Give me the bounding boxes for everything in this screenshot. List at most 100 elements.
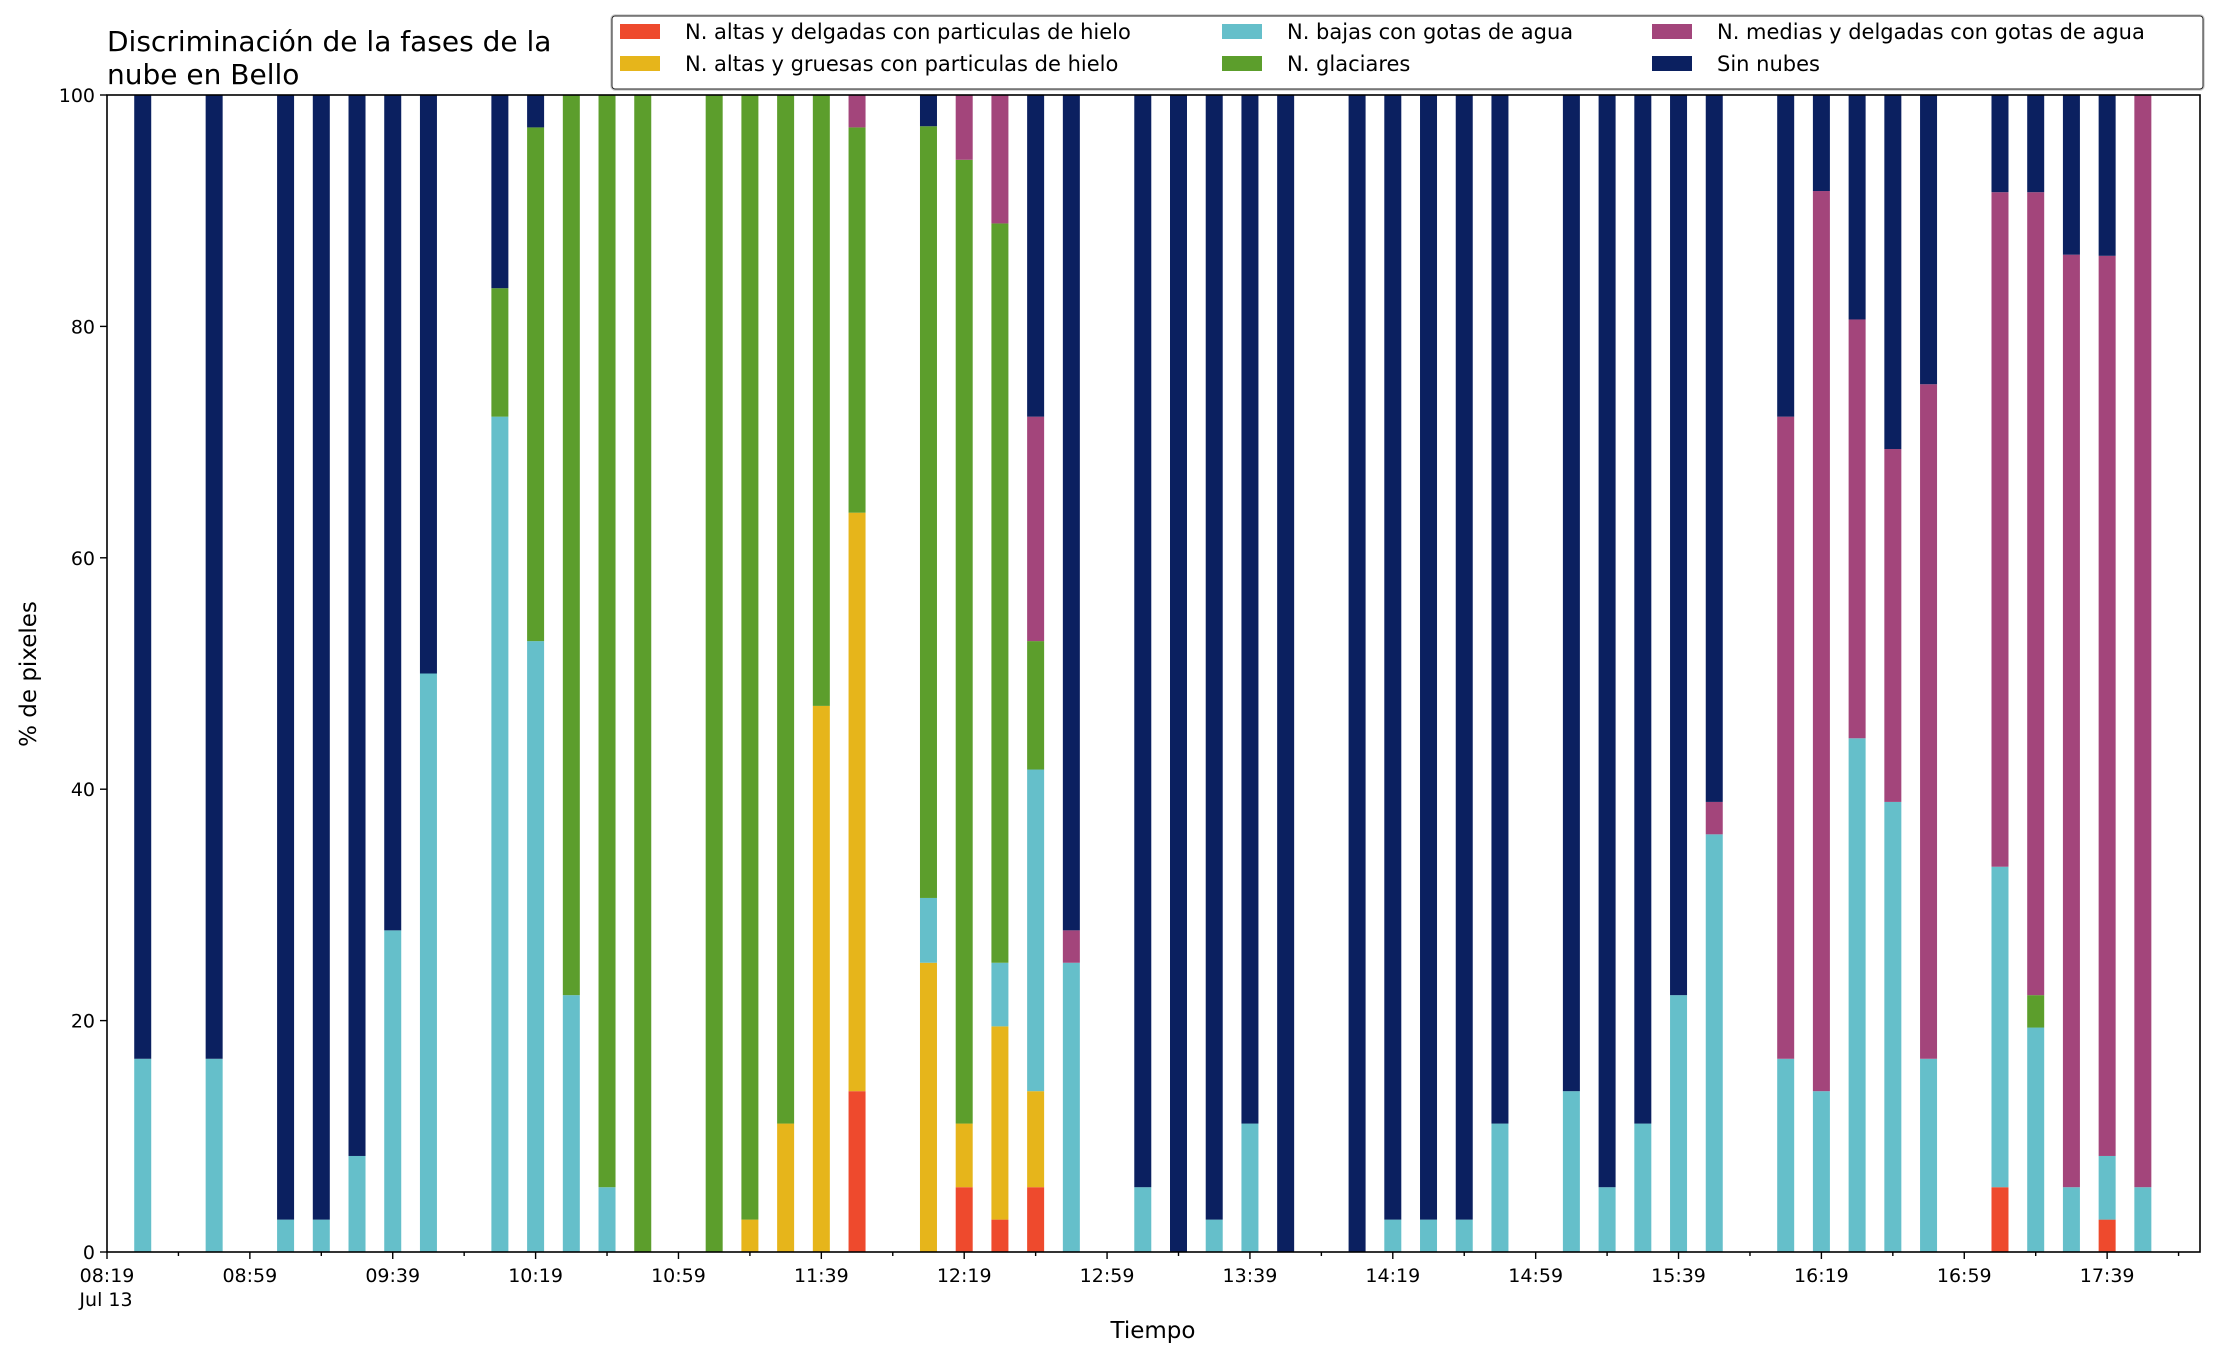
bar-39-no_clouds <box>1848 95 1866 320</box>
y-tick-label-40: 40 <box>71 779 95 801</box>
bar-16-high_thick_ice <box>848 512 866 1092</box>
bar-17-low_water <box>919 897 937 963</box>
bar-36-no_clouds <box>1705 95 1723 802</box>
bar-29-no_clouds <box>1420 95 1438 1220</box>
bar-44-no_clouds <box>2062 95 2080 255</box>
x-tick-label-2: 09:39 <box>365 1265 420 1287</box>
bar-19-glaciers <box>991 223 1009 963</box>
bar-45-no_clouds <box>2098 95 2116 256</box>
bar-6-no_clouds <box>419 95 437 674</box>
x-date-label: Jul 13 <box>78 1289 132 1311</box>
x-tick-label-0: 08:19 <box>80 1265 135 1287</box>
bar-4-no_clouds <box>348 95 366 1156</box>
bar-41-no_clouds <box>1920 95 1938 385</box>
bar-36-mid_thin_water <box>1705 801 1723 835</box>
bar-8-glaciers <box>527 127 545 642</box>
bar-43-no_clouds <box>2027 95 2045 193</box>
x-tick-label-3: 10:19 <box>508 1265 563 1287</box>
bar-9-low_water <box>562 995 580 1252</box>
bars-layer <box>134 95 2152 1252</box>
x-tick-label-14: 17:39 <box>2080 1265 2135 1287</box>
x-tick-label-13: 16:59 <box>1937 1265 1992 1287</box>
bar-10-glaciers <box>598 95 616 1188</box>
x-axis-label: Tiempo <box>1110 1318 1196 1344</box>
plot-frame <box>106 94 2201 1253</box>
bar-26-no_clouds <box>1277 95 1295 1252</box>
bar-32-no_clouds <box>1562 95 1580 1092</box>
bar-29-low_water <box>1420 1219 1438 1252</box>
bar-15-high_thick_ice <box>812 705 830 1252</box>
bar-14-high_thick_ice <box>777 1123 795 1252</box>
bar-19-high_thick_ice <box>991 1026 1009 1220</box>
bar-21-no_clouds <box>1062 95 1080 931</box>
legend-label-glaciers: N. glaciares <box>1287 52 1410 76</box>
x-tick-label-10: 14:59 <box>1508 1265 1563 1287</box>
bar-30-no_clouds <box>1455 95 1473 1220</box>
x-tick-label-11: 15:39 <box>1651 1265 1706 1287</box>
bar-43-low_water <box>2027 1027 2045 1252</box>
bar-12-glaciers <box>705 95 723 1252</box>
bar-46-low_water <box>2134 1187 2152 1252</box>
bar-43-glaciers <box>2027 995 2045 1028</box>
x-tick-label-5: 11:39 <box>794 1265 849 1287</box>
bar-42-low_water <box>1991 866 2009 1188</box>
bar-35-no_clouds <box>1670 95 1688 996</box>
legend-swatch-mid_thin_water <box>1652 24 1692 39</box>
bar-20-glaciers <box>1027 641 1045 770</box>
bar-39-mid_thin_water <box>1848 319 1866 739</box>
bar-16-glaciers <box>848 127 866 513</box>
bar-46-mid_thin_water <box>2134 95 2152 1188</box>
bar-18-high_thin_ice <box>955 1187 973 1252</box>
bar-44-low_water <box>2062 1187 2080 1252</box>
bar-5-low_water <box>384 930 402 1252</box>
bar-16-high_thin_ice <box>848 1091 866 1252</box>
bar-42-mid_thin_water <box>1991 192 2009 867</box>
y-axis: 0 20 40 60 80 100 <box>59 85 107 1264</box>
bar-45-high_thin_ice <box>2098 1219 2116 1252</box>
bar-7-low_water <box>491 416 509 1252</box>
bar-21-low_water <box>1062 962 1080 1252</box>
bar-17-high_thick_ice <box>919 962 937 1252</box>
bar-18-glaciers <box>955 159 973 1124</box>
legend: N. altas y delgadas con particulas de hi… <box>610 14 2205 91</box>
bar-37-low_water <box>1777 1058 1795 1252</box>
bar-14-glaciers <box>777 95 795 1124</box>
bar-40-mid_thin_water <box>1884 449 1902 802</box>
bar-37-mid_thin_water <box>1777 416 1795 1059</box>
bar-13-high_thick_ice <box>741 1219 759 1252</box>
bar-45-low_water <box>2098 1155 2116 1220</box>
y-tick-label-0: 0 <box>83 1242 95 1264</box>
bar-35-low_water <box>1670 995 1688 1252</box>
bar-39-low_water <box>1848 738 1866 1252</box>
bar-32-low_water <box>1562 1091 1580 1252</box>
bar-21-mid_thin_water <box>1062 930 1080 963</box>
bar-38-no_clouds <box>1812 95 1830 192</box>
bar-22-low_water <box>1134 1187 1152 1252</box>
x-tick-label-9: 14:19 <box>1365 1265 1420 1287</box>
bar-43-mid_thin_water <box>2027 192 2045 996</box>
y-tick-label-60: 60 <box>71 548 95 570</box>
bar-0-low_water <box>134 1058 152 1252</box>
bar-18-high_thick_ice <box>955 1123 973 1188</box>
bar-17-glaciers <box>919 126 937 898</box>
bar-1-no_clouds <box>205 95 223 1059</box>
bar-20-mid_thin_water <box>1027 416 1045 642</box>
legend-swatch-no_clouds <box>1652 56 1692 71</box>
bar-6-low_water <box>419 673 437 1252</box>
chart-title-line-2: nube en Bello <box>107 58 299 91</box>
legend-label-no_clouds: Sin nubes <box>1717 52 1820 76</box>
bar-42-no_clouds <box>1991 95 2009 193</box>
bar-7-no_clouds <box>491 95 509 289</box>
bar-4-low_water <box>348 1155 366 1252</box>
bar-2-low_water <box>277 1219 295 1252</box>
legend-frame-inner <box>611 15 2204 90</box>
bar-33-no_clouds <box>1598 95 1616 1188</box>
legend-frame <box>610 14 2205 91</box>
bar-23-no_clouds <box>1170 95 1187 1252</box>
x-tick-label-6: 12:19 <box>937 1265 992 1287</box>
y-tick-label-100: 100 <box>59 85 95 107</box>
bar-41-low_water <box>1920 1058 1938 1252</box>
bar-25-low_water <box>1241 1123 1259 1252</box>
bar-45-mid_thin_water <box>2098 255 2116 1156</box>
